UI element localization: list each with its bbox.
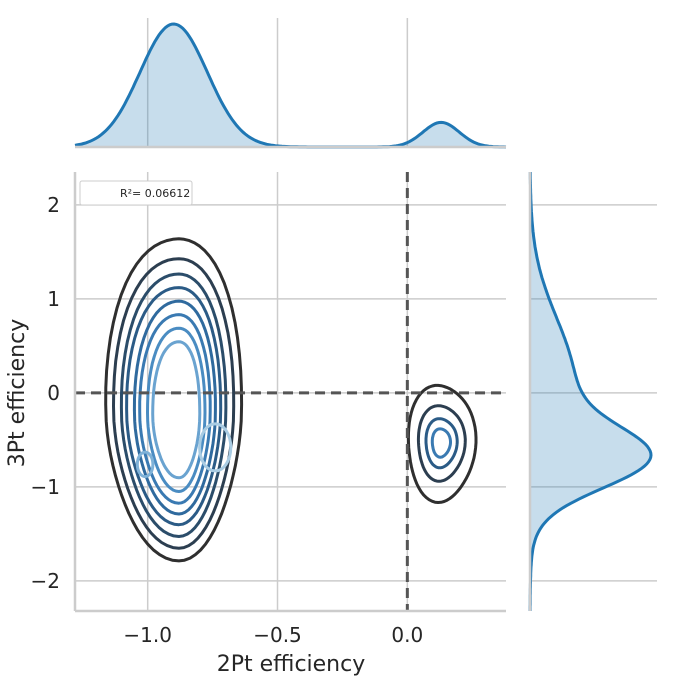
x-tick-labels: −1.0 −0.5 0.0 (123, 623, 423, 647)
contour-set (104, 237, 478, 563)
inner-contour-0 (135, 450, 155, 479)
legend-box (79, 180, 193, 206)
x-axis-label: 2Pt efficiency (217, 652, 366, 677)
x-tick-label-2: 0.0 (391, 623, 423, 647)
contour-0-0 (104, 237, 244, 563)
y-tick-label-3: −1 (31, 475, 60, 499)
y-marginal-density (528, 172, 657, 611)
y-tick-label-0: 2 (47, 193, 60, 217)
y-marginal-fill (530, 172, 651, 611)
y-tick-label-4: −2 (31, 569, 60, 593)
y-axis-label: 3Pt efficiency (5, 319, 30, 468)
contour-0-1 (112, 257, 236, 550)
x-tick-label-0: −1.0 (123, 623, 172, 647)
y-marginal-curve (528, 172, 653, 611)
contour-1-0 (406, 383, 478, 504)
axis-spines (73, 172, 506, 613)
reference-lines (75, 172, 506, 611)
y-tick-labels: 2 1 0 −1 −2 (31, 193, 60, 593)
contour-0-3 (125, 286, 223, 527)
legend: R²= 0.06612 (79, 180, 193, 206)
x-tick-label-1: −0.5 (253, 623, 302, 647)
legend-label: R²= 0.06612 (120, 187, 190, 200)
contour-1-2 (424, 417, 459, 470)
contour-1-1 (416, 404, 467, 483)
inner-contour-1 (198, 422, 233, 473)
contour-0-4 (132, 299, 217, 516)
x-marginal-fill (75, 24, 506, 147)
contour-0-2 (119, 272, 228, 538)
contour-0-6 (146, 326, 207, 493)
contour-0-5 (138, 313, 212, 505)
x-marginal-density (74, 18, 507, 149)
contour-0-7 (151, 340, 202, 480)
y-tick-label-2: 0 (47, 381, 60, 405)
y-tick-label-1: 1 (47, 287, 60, 311)
contour-1-3 (430, 427, 452, 459)
